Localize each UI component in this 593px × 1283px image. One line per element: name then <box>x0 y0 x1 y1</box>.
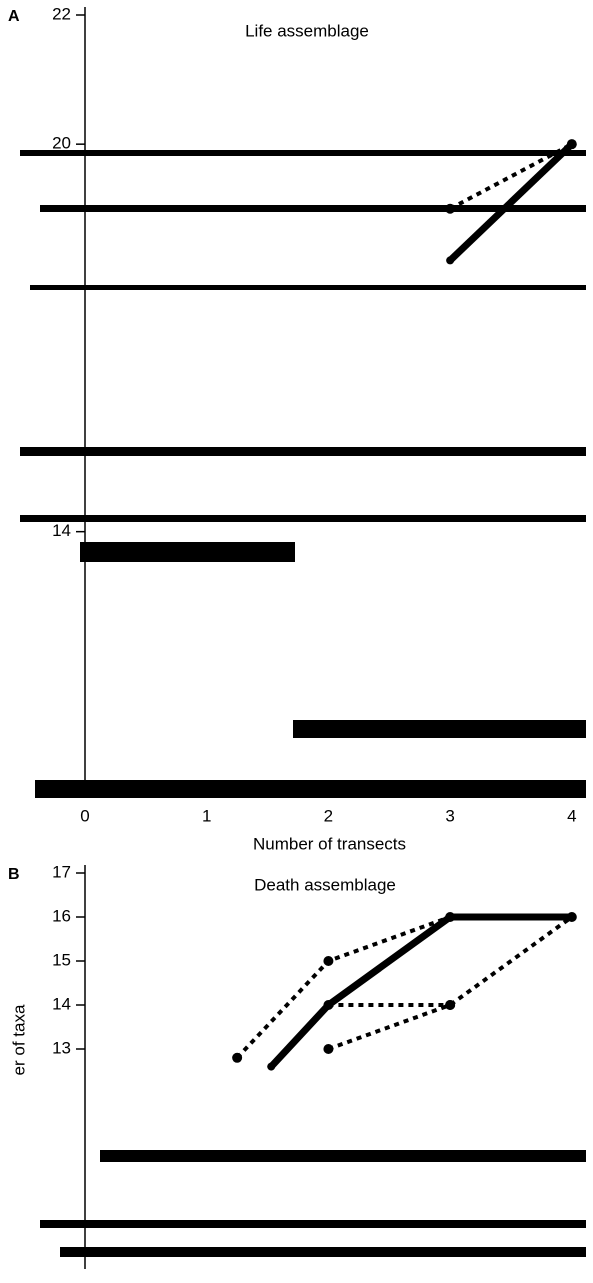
y-tick-label: 20 <box>52 134 71 153</box>
panel-label: A <box>8 8 20 25</box>
series-line <box>447 141 575 263</box>
series-line <box>449 142 573 211</box>
y-tick-label: 22 <box>52 4 71 23</box>
x-tick-label: 2 <box>324 806 333 825</box>
artifact <box>35 780 586 798</box>
point <box>323 956 334 966</box>
chart-title: Death assemblage <box>254 875 396 894</box>
artifact <box>20 150 586 156</box>
panel: B Death assemblage 13 14 15 16 17 er of taxa <box>8 862 577 1269</box>
artifact <box>40 205 586 212</box>
x-tick-label: 0 <box>80 806 89 825</box>
point <box>566 139 577 150</box>
point <box>232 1052 243 1063</box>
x-tick-label: 4 <box>567 806 576 825</box>
y-tick-label: 14 <box>52 521 71 540</box>
series-line <box>327 915 574 1051</box>
y-tick-label: 14 <box>52 994 71 1013</box>
artifact <box>40 1220 586 1228</box>
scan-artifacts <box>20 150 586 1257</box>
y-tick-label: 13 <box>52 1038 71 1057</box>
x-tick-label: 3 <box>445 806 454 825</box>
artifact <box>30 285 586 290</box>
y-tick-label: 17 <box>52 862 71 881</box>
point <box>445 1000 456 1010</box>
artifact <box>100 1150 586 1162</box>
artifact <box>20 447 586 456</box>
chart-title: Life assemblage <box>245 21 369 40</box>
point <box>445 912 456 922</box>
panel-label: B <box>8 866 20 883</box>
point <box>323 1044 334 1054</box>
artifact <box>20 515 586 522</box>
y-tick-label: 16 <box>52 906 71 925</box>
point <box>566 912 577 922</box>
y-tick-label: 15 <box>52 950 71 969</box>
panel: A Life assemblage 14 20 22 0 1 2 3 4 Number of tra… <box>8 4 577 853</box>
x-tick-label: 1 <box>202 806 211 825</box>
y-axis-label: er of taxa <box>9 1004 28 1075</box>
artifact <box>80 542 295 562</box>
point <box>267 1062 276 1071</box>
point <box>323 1000 334 1010</box>
series-line <box>268 913 572 1069</box>
artifact <box>293 720 586 738</box>
x-axis-label: Number of transects <box>253 834 406 853</box>
point <box>445 203 456 214</box>
artifact <box>60 1247 586 1257</box>
point <box>446 256 455 265</box>
